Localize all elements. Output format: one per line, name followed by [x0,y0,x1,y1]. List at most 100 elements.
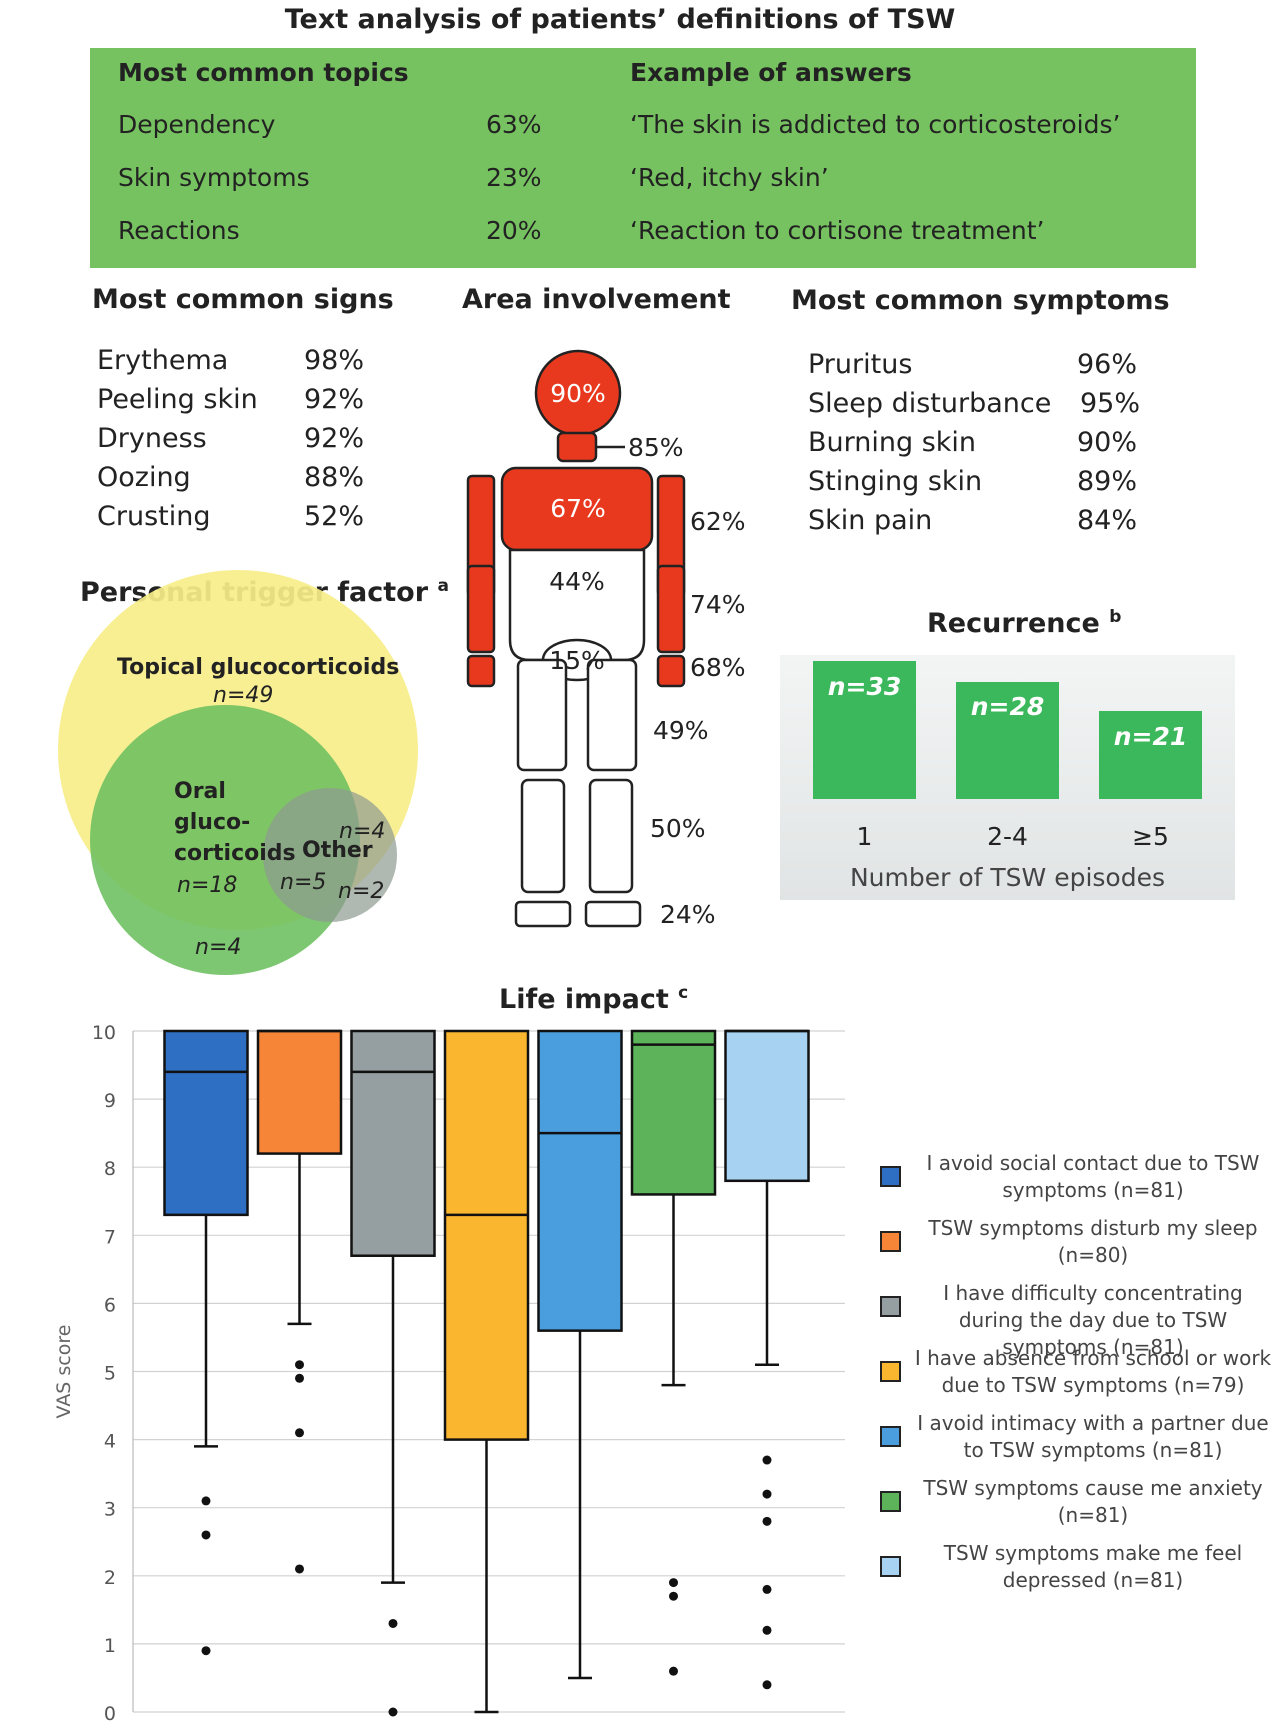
y-tick-label: 9 [104,1090,116,1112]
topics-header-right: Example of answers [630,58,912,87]
lower-leg-left [520,778,566,894]
sign-name: Dryness [97,423,207,454]
sign-name: Peeling skin [97,384,258,415]
legend-swatch [880,1231,901,1252]
page-title: Text analysis of patients’ definitions o… [284,4,956,35]
legend-label: TSW symptoms cause me anxiety (n=81) [923,1476,1263,1527]
outlier-point [295,1360,304,1370]
other-circle [263,788,397,922]
thigh-right [586,658,638,772]
outlier-point [762,1625,772,1635]
outlier-point [762,1584,772,1594]
sign-pct: 52% [304,501,365,532]
lower-leg-pct: 50% [650,814,706,843]
recurrence-category: ≥5 [1132,822,1169,851]
hand-right [656,654,686,688]
forearm-pct: 74% [690,590,746,619]
chest-pct: 67% [550,494,606,523]
outlier-point [201,1646,211,1656]
outlier-point [295,1564,304,1574]
outlier-point [201,1496,211,1506]
oral-n: n=18 [177,873,238,898]
forearm-left [466,564,496,654]
legend-swatch [880,1491,901,1512]
symptom-name: Pruritus [808,349,913,380]
y-tick-label: 2 [104,1567,116,1589]
y-axis-label: VAS score [53,1325,75,1419]
y-tick-label: 5 [104,1363,116,1385]
thigh-pct: 49% [653,716,709,745]
outlier-point [762,1680,772,1690]
box [256,1029,343,1155]
topical-n: n=49 [213,683,274,708]
body-figure: 90% 85% 67% 62% 44% 74% 15% 68% 49% 50% … [466,349,746,929]
forearm-right [656,564,686,654]
y-tick-label: 7 [104,1226,116,1248]
lower-leg-right [588,778,634,894]
outlier-point [762,1516,772,1526]
foot-pct: 24% [660,900,716,929]
trigger-venn [58,570,418,975]
outlier-point [669,1591,678,1601]
topic-pct: 20% [486,216,542,245]
other-n: n=2 [338,879,385,904]
signs-heading: Most common signs [92,284,394,315]
recurrence-bar-label: n=28 [970,692,1045,721]
topic-pct: 63% [486,110,542,139]
recurrence-bar-label: n=33 [827,672,902,701]
box [537,1029,623,1332]
topic-pct: 23% [486,163,542,192]
topic-name: Skin symptoms [118,163,310,192]
symptom-pct: 90% [1077,427,1138,458]
legend-label: I have difficulty concentrating during t… [943,1281,1243,1359]
outlier-point [295,1373,304,1383]
sign-pct: 98% [304,345,365,376]
legend-swatch [880,1556,901,1577]
life-impact-title-text: Life impact [499,984,669,1015]
recurrence-bar [956,682,1059,799]
outlier-point [762,1455,772,1465]
y-tick-label: 6 [104,1294,116,1316]
thigh-left [516,658,568,772]
box [163,1029,249,1217]
topic-example: ‘Reaction to cortisone treatment’ [630,216,1045,245]
recurrence-category: 2-4 [987,822,1028,851]
foot-left [514,900,572,928]
top-overlap-n: n=4 [339,819,386,844]
symptom-name: Skin pain [808,505,933,536]
legend-swatch [880,1361,901,1382]
outlier-point [762,1489,772,1499]
y-tick-label: 3 [104,1499,116,1521]
topics-header-left: Most common topics [118,58,409,87]
symptom-name: Sleep disturbance [808,388,1052,419]
legend-label: I avoid intimacy with a partner due to T… [917,1411,1269,1462]
legend-label: TSW symptoms disturb my sleep (n=80) [928,1216,1258,1267]
recurrence-heading: Recurrence b [927,607,1121,639]
recurrence-heading-text: Recurrence [927,608,1100,639]
box [443,1029,530,1441]
oral-label: Oral gluco- corticoids [174,779,296,866]
recurrence-category: 1 [856,822,873,851]
outlier-point [669,1578,678,1588]
abdomen-pct: 44% [549,567,605,596]
y-tick-label: 8 [104,1158,116,1180]
life-impact-title: Life impact c [499,983,688,1015]
symptom-pct: 89% [1077,466,1138,497]
bottom-n: n=4 [195,935,242,960]
outlier-point [669,1666,678,1676]
legend-label: I have absence from school or work due t… [914,1346,1272,1397]
y-tick-label: 1 [104,1635,116,1657]
upper-arm-pct: 62% [690,507,746,536]
life-impact-title-sup: c [678,983,689,1003]
symptom-pct: 95% [1080,388,1141,419]
legend-swatch [880,1166,901,1187]
head-pct: 90% [550,379,606,408]
symptom-pct: 84% [1077,505,1138,536]
topics-panel: Most common topics Example of answers De… [90,48,1196,268]
legend-swatch [880,1296,901,1317]
sign-pct: 92% [304,384,365,415]
sign-name: Erythema [97,345,229,376]
recurrence-heading-sup: b [1109,607,1122,627]
box [350,1029,436,1257]
neck-region [556,431,598,463]
